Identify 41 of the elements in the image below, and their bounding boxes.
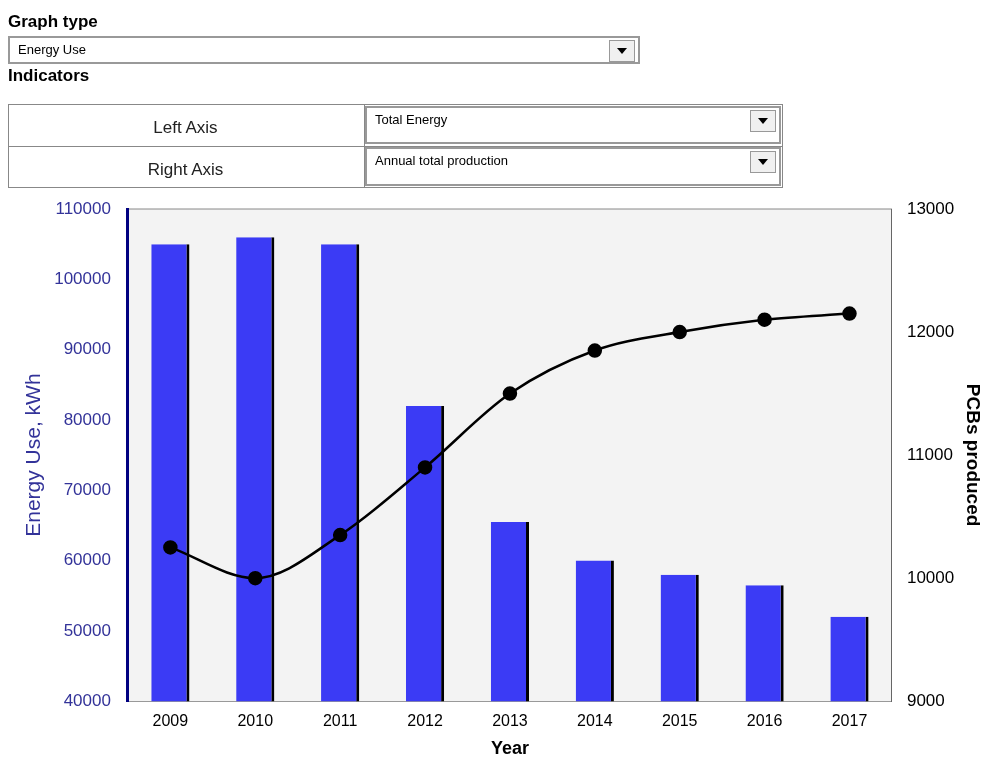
x-tick-label: 2014 <box>577 712 613 730</box>
y-tick-label: 90000 <box>63 339 111 359</box>
point <box>842 306 857 321</box>
text: Energy Use <box>18 42 86 57</box>
x-tick-label: 2015 <box>661 712 698 730</box>
y-tick-label: 110000 <box>55 198 111 218</box>
x-tick-label: 2013 <box>492 712 528 730</box>
y-tick-label: 80000 <box>63 409 111 429</box>
point <box>332 527 348 543</box>
text: Graph type <box>8 12 98 32</box>
x-tick-label: 2012 <box>407 712 443 730</box>
text: Left Axis <box>152 118 219 138</box>
x-tick-label: 2009 <box>152 712 189 730</box>
y2-tick-label: 11000 <box>906 444 953 464</box>
y2-axis-title: PCBs produced <box>963 383 985 527</box>
y-tick-label: 70000 <box>63 479 111 499</box>
y-tick-label: 50000 <box>63 620 111 640</box>
x-tick-label: 2011 <box>322 712 358 730</box>
x-tick-label: 2010 <box>237 712 274 730</box>
x-tick-label: 2017 <box>831 712 868 730</box>
text: Indicators <box>8 66 90 86</box>
text: Annual total production <box>375 153 508 168</box>
y-tick-label: 100000 <box>54 269 111 288</box>
y2-tick-label: 12000 <box>906 321 955 341</box>
y2-tick-label: 10000 <box>906 567 955 587</box>
point <box>417 460 433 475</box>
point <box>502 386 518 401</box>
y2-tick-label: 13000 <box>906 198 955 218</box>
x-axis-title: Year <box>490 738 529 759</box>
point <box>757 312 772 327</box>
y-tick-label: 40000 <box>63 690 111 710</box>
text: Total Energy <box>375 112 448 127</box>
y-tick-label: 60000 <box>63 550 111 570</box>
text: Right Axis <box>146 160 225 180</box>
y-axis-title: Energy Use, kWh <box>21 373 45 537</box>
x-tick-label: 2016 <box>746 712 783 730</box>
point <box>163 540 178 555</box>
point <box>587 343 603 358</box>
point <box>248 570 263 586</box>
point <box>672 324 687 340</box>
y2-tick-label: 9000 <box>906 690 945 710</box>
